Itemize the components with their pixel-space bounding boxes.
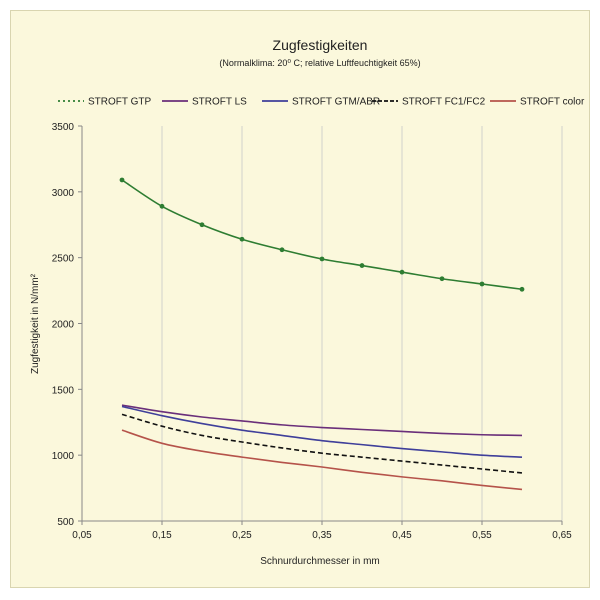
chart-frame xyxy=(10,10,590,588)
x-tick-label: 0,35 xyxy=(312,530,332,541)
y-tick-label: 1000 xyxy=(52,451,75,462)
data-point-stroft-gtp xyxy=(119,177,125,183)
y-tick-label: 2500 xyxy=(52,254,75,265)
y-axis-label: Zugfestigkeit in N/mm² xyxy=(30,273,41,374)
data-point-stroft-gtp xyxy=(319,256,325,262)
data-point-stroft-gtp xyxy=(359,263,365,268)
legend-label-stroft-gtm-abr: STROFT GTM/ABR xyxy=(292,97,380,108)
legend-label-stroft-fc1-fc2: STROFT FC1/FC2 xyxy=(402,97,486,108)
data-point-stroft-gtp xyxy=(439,276,445,282)
x-tick-label: 0,55 xyxy=(472,530,492,541)
x-axis-label: Schnurdurchmesser in mm xyxy=(260,556,379,567)
legend-label-stroft-gtp: STROFT GTP xyxy=(88,97,151,108)
data-point-stroft-gtp xyxy=(279,247,285,253)
data-point-stroft-gtp xyxy=(479,281,485,287)
data-point-stroft-gtp xyxy=(519,286,525,292)
chart-title: Zugfestigkeiten xyxy=(273,37,368,53)
data-point-stroft-gtp xyxy=(239,236,245,242)
x-tick-label: 0,65 xyxy=(552,530,572,541)
data-point-stroft-gtp xyxy=(159,203,165,209)
data-point-stroft-gtp xyxy=(399,269,405,275)
series-line-stroft-fc1-fc2 xyxy=(121,413,523,474)
series-line-stroft-gtm-abr xyxy=(121,405,523,458)
y-tick-label: 1500 xyxy=(52,385,75,396)
y-tick-label: 500 xyxy=(57,517,74,528)
plot-area: 0,05 0,15 0,25 0,35 0,45 0,55 0,65 500 1000 1500 2… xyxy=(52,122,572,541)
x-tick-label: 0,15 xyxy=(152,530,172,541)
y-tick-label: 3000 xyxy=(52,188,75,199)
legend-label-stroft-ls: STROFT LS xyxy=(192,97,247,108)
legend-label-stroft-color: STROFT color xyxy=(520,97,585,108)
x-tick-label: 0,45 xyxy=(392,530,412,541)
series-line-stroft-ls xyxy=(121,404,523,437)
data-point-stroft-gtp xyxy=(199,222,205,228)
chart-subtitle: (Normalklima: 20⁰ C; relative Luftfeucht… xyxy=(219,58,420,68)
series-line-stroft-color xyxy=(121,429,523,491)
x-tick-label: 0,25 xyxy=(232,530,252,541)
y-tick-label: 2000 xyxy=(52,320,75,331)
x-tick-label: 0,05 xyxy=(72,530,92,541)
y-tick-label: 3500 xyxy=(52,122,75,133)
legend: STROFT GTP STROFT LS STROFT GTM/ABR STROFT … xyxy=(58,97,585,108)
